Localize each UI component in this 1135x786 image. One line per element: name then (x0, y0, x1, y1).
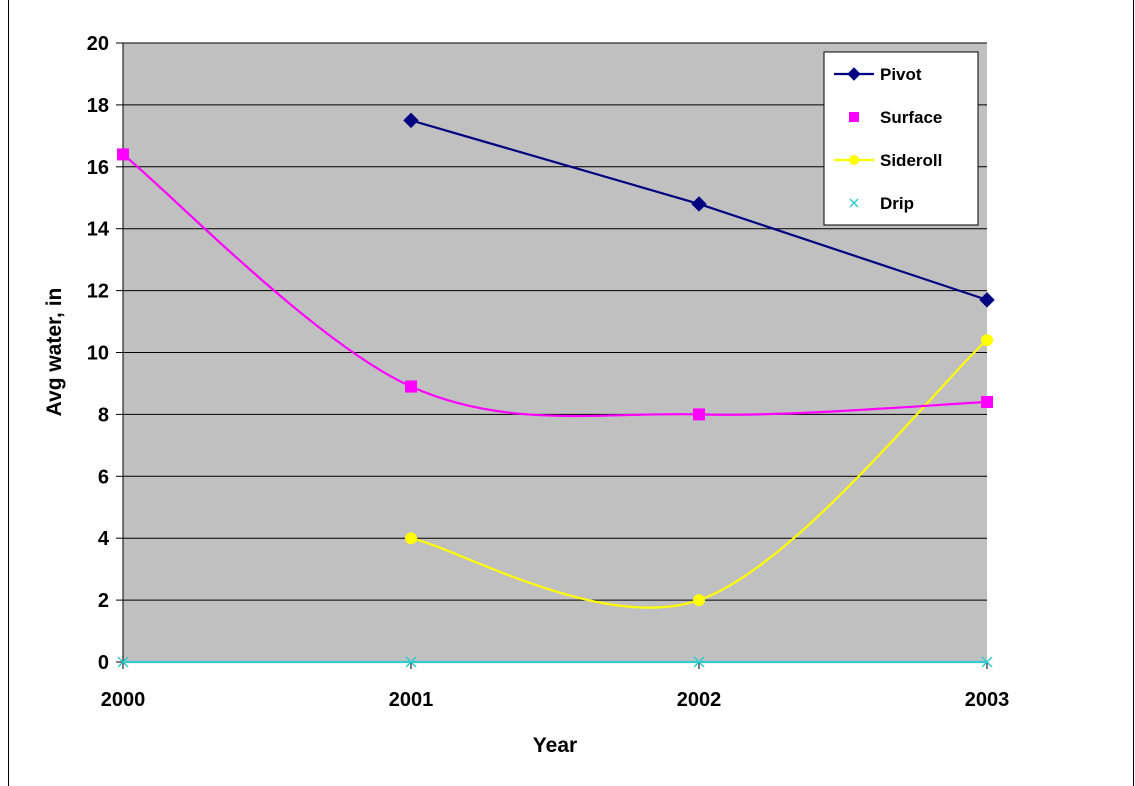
y-tick-label: 6 (98, 466, 109, 488)
legend-marker-surface (849, 112, 859, 122)
point-pivot (403, 112, 419, 129)
point-drip-stroke (981, 656, 993, 668)
series-pivot (403, 112, 995, 308)
legend-label-drip: Drip (880, 194, 914, 213)
x-tick-label: 2003 (965, 689, 1010, 711)
y-tick-label: 2 (98, 590, 109, 612)
point-sideroll (693, 594, 705, 607)
legend-label-pivot: Pivot (880, 65, 922, 84)
x-axis-title: Year (533, 734, 577, 757)
y-tick-label: 0 (98, 652, 109, 674)
point-drip-stroke (693, 656, 705, 668)
point-drip (117, 656, 129, 668)
legend-marker-sideroll (849, 155, 859, 165)
x-tick-label: 2002 (677, 689, 722, 711)
legend-marker-drip (849, 198, 859, 208)
point-sideroll (405, 532, 417, 545)
point-drip (405, 656, 417, 668)
x-tick-label: 2001 (389, 689, 434, 711)
point-drip-stroke (405, 656, 417, 668)
legend-marker-pivot (847, 67, 861, 81)
point-pivot (691, 196, 707, 212)
legend-box (823, 51, 979, 226)
y-tick-label: 18 (87, 95, 109, 117)
y-tick-label: 10 (87, 343, 109, 365)
legend-label-sideroll: Sideroll (880, 151, 942, 170)
y-tick-label: 4 (98, 528, 110, 550)
gridlines (123, 42, 987, 601)
x-tick-label: 2000 (101, 689, 146, 711)
point-drip (693, 656, 705, 668)
line-chart: 0 2 4 6 8 10 12 14 16 18 20 2000 2001 2002 2003 Avg wa… (43, 33, 1010, 757)
chart-frame: 0 2 4 6 8 10 12 14 16 18 20 2000 2001 2002 2003 Avg wa… (8, 0, 1134, 786)
series-sideroll (405, 334, 993, 609)
point-drip-stroke (117, 656, 129, 668)
point-sideroll (981, 334, 993, 347)
point-surface (693, 408, 705, 421)
series-line-surface (122, 153, 988, 418)
point-surface (405, 380, 417, 393)
point-surface (981, 396, 993, 409)
series-surface (117, 148, 993, 421)
y-tick-label: 20 (87, 33, 109, 55)
y-tick-label: 8 (98, 404, 109, 426)
y-tick-label: 16 (87, 157, 109, 179)
series-layer (117, 112, 995, 668)
legend: Pivot Surface Sideroll Drip (823, 51, 979, 226)
y-tick-label: 14 (87, 219, 110, 241)
y-tick-label: 12 (87, 281, 109, 303)
point-surface (117, 148, 129, 161)
series-drip (117, 656, 993, 668)
point-pivot (979, 292, 995, 308)
legend-marker-drip-stroke (849, 198, 859, 208)
point-drip (981, 656, 993, 668)
y-axis-title: Avg water, in (43, 288, 66, 417)
legend-label-surface: Surface (880, 108, 942, 127)
